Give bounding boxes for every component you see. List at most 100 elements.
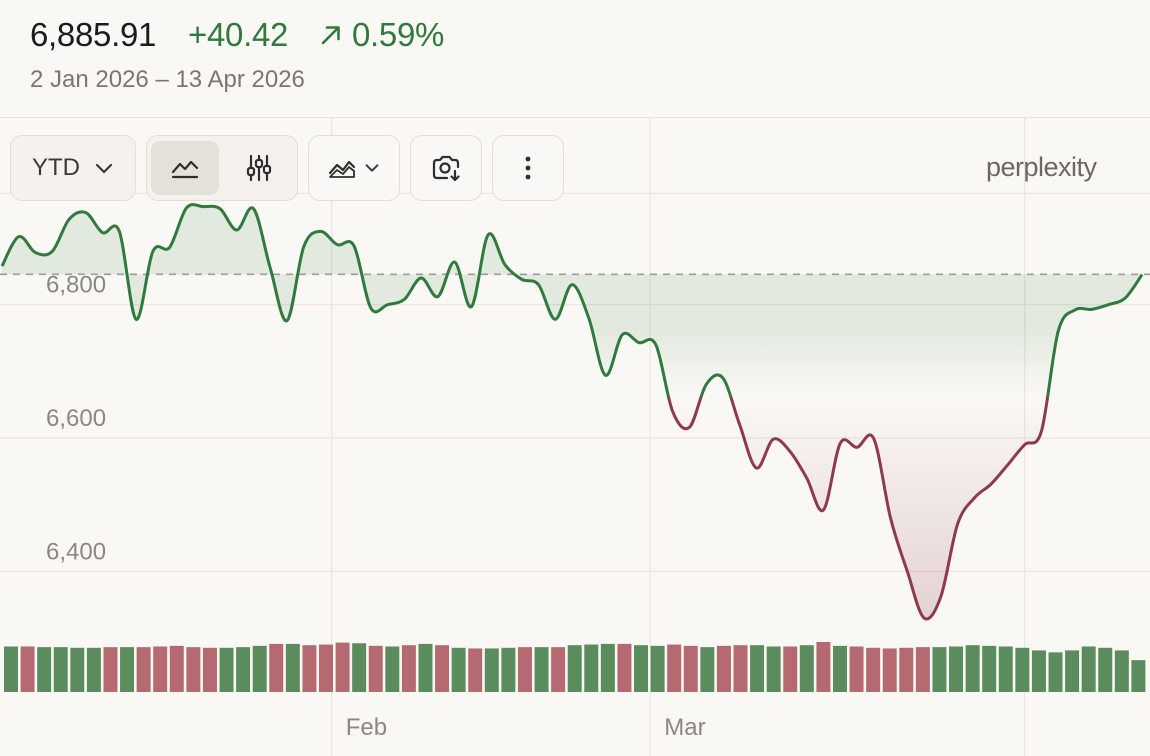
volume-bar — [750, 645, 765, 692]
indicators-button[interactable] — [225, 141, 293, 195]
volume-bar — [401, 645, 416, 692]
volume-bar — [368, 645, 383, 692]
area-chart-icon — [328, 160, 356, 178]
volume-bar — [650, 645, 665, 692]
volume-bar — [103, 647, 118, 692]
volume-bar — [435, 645, 450, 692]
volume-bar — [600, 643, 615, 692]
volume-bar — [899, 647, 914, 692]
volume-bar — [153, 646, 168, 692]
volume-bar — [932, 647, 947, 692]
volume-bar — [832, 645, 847, 692]
volume-bar — [1098, 647, 1113, 692]
line-chart-button[interactable] — [151, 141, 219, 195]
volume-bar — [252, 645, 267, 692]
volume-bar — [484, 648, 499, 692]
x-axis-labels: Feb Mar — [346, 714, 706, 741]
volume-bar — [319, 644, 333, 692]
volume-bar — [136, 647, 151, 692]
x-tick-label: Mar — [664, 714, 705, 741]
area-fill-up — [2, 204, 1142, 397]
chevron-down-icon — [365, 164, 379, 172]
volume-bar — [53, 647, 68, 692]
volume-bar — [733, 645, 748, 692]
price-change-percent: 0.59% — [318, 16, 444, 54]
area-fills — [2, 204, 1142, 619]
camera-icon — [432, 155, 460, 182]
volume-bar — [236, 647, 251, 692]
current-price: 6,885.91 — [30, 16, 157, 53]
volume-bar — [998, 646, 1013, 692]
y-tick-label: 6,800 — [46, 272, 106, 299]
volume-bar — [4, 646, 18, 692]
volume-bar — [634, 645, 649, 692]
volume-bar — [302, 645, 317, 692]
volume-bar — [186, 647, 201, 692]
volume-bar — [219, 647, 234, 692]
y-tick-label: 6,600 — [46, 405, 106, 432]
volume-bar — [120, 647, 135, 692]
volume-bar — [716, 645, 731, 692]
price-series-line — [0, 203, 1144, 621]
perplexity-logo: perplexity — [986, 152, 1097, 182]
volume-bar — [352, 643, 367, 692]
more-vertical-icon — [525, 156, 531, 180]
chart-mode-group — [146, 135, 298, 201]
volume-bar — [86, 647, 101, 692]
x-tick-label: Feb — [346, 714, 387, 741]
volume-bar — [418, 643, 433, 692]
volume-bar — [534, 647, 549, 692]
line-chart-icon — [171, 160, 199, 179]
change-percent-value: 0.59% — [352, 16, 445, 53]
volume-bar — [965, 645, 980, 692]
volume-bar — [1131, 660, 1146, 692]
volume-bar — [468, 648, 483, 692]
volume-bar — [551, 647, 566, 692]
volume-bar — [915, 647, 930, 692]
volume-bar — [949, 646, 964, 692]
volume-bar — [1031, 650, 1046, 692]
volume-bar — [866, 647, 881, 692]
volume-bar — [70, 647, 85, 692]
volume-bar — [1015, 647, 1030, 692]
volume-bar — [849, 646, 864, 692]
volume-bar — [37, 647, 52, 692]
volume-bar — [1048, 652, 1063, 692]
price-change: +40.42 — [188, 16, 289, 53]
range-selector[interactable]: YTD — [10, 135, 136, 201]
volume-bar — [517, 647, 532, 692]
volume-bar — [1081, 646, 1096, 692]
range-label: YTD — [32, 154, 80, 181]
volume-bar — [816, 641, 831, 692]
area-fill-down — [668, 397, 1048, 619]
indicator-sliders-icon — [246, 154, 272, 182]
chart-toolbar: YTD — [10, 134, 564, 202]
volume-bar — [683, 645, 698, 692]
volume-bar — [20, 646, 35, 692]
volume-bars — [4, 641, 1146, 692]
series-line-above — [0, 203, 1144, 397]
volume-bar — [766, 646, 781, 692]
arrow-up-right-icon — [321, 26, 340, 45]
more-options-button[interactable] — [492, 135, 564, 201]
volume-bar — [385, 646, 400, 692]
volume-bar — [882, 648, 897, 692]
volume-bar — [982, 645, 997, 692]
volume-bar — [169, 645, 184, 692]
volume-bar — [584, 644, 599, 692]
volume-bar — [1114, 650, 1129, 692]
volume-bar — [617, 643, 632, 692]
volume-bar — [799, 645, 814, 692]
volume-bar — [667, 644, 682, 692]
header-divider — [0, 117, 1150, 118]
screenshot-button[interactable] — [410, 135, 482, 201]
volume-bar — [335, 642, 350, 692]
volume-bar — [567, 645, 582, 692]
volume-bar — [1065, 650, 1080, 692]
volume-bar — [202, 647, 217, 692]
series-line-below — [666, 397, 1050, 621]
volume-bar — [285, 643, 300, 692]
chart-type-selector[interactable] — [308, 135, 400, 201]
